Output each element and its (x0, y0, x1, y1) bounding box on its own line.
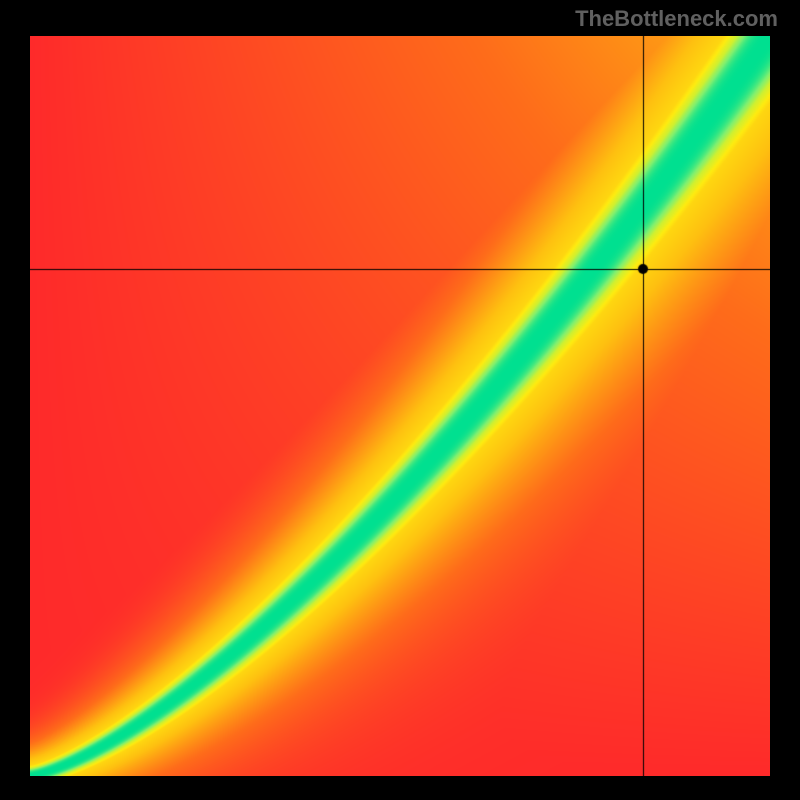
watermark-text: TheBottleneck.com (575, 6, 778, 32)
bottleneck-heatmap (30, 36, 770, 776)
heatmap-canvas (30, 36, 770, 776)
